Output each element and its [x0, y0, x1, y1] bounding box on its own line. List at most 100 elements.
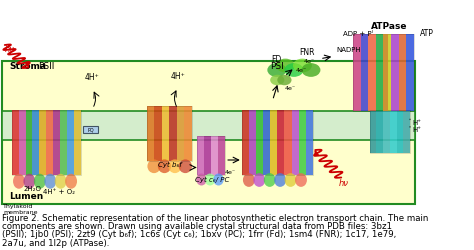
Ellipse shape — [270, 75, 284, 85]
Text: PQ: PQ — [87, 127, 94, 132]
Bar — [67, 110, 73, 175]
Ellipse shape — [168, 160, 182, 173]
Text: ADP + Pᴵ: ADP + Pᴵ — [343, 31, 373, 37]
Bar — [403, 110, 410, 152]
Bar — [399, 34, 406, 111]
Bar — [147, 106, 155, 161]
Bar — [277, 110, 284, 175]
Bar — [397, 110, 403, 152]
Text: NADPH: NADPH — [336, 48, 361, 54]
Text: 2a7u, and 1l2p (ATPase).: 2a7u, and 1l2p (ATPase). — [2, 238, 110, 248]
Bar — [184, 106, 192, 161]
Ellipse shape — [277, 75, 292, 85]
Bar — [383, 34, 388, 111]
Text: ATPase: ATPase — [371, 22, 408, 31]
Text: ATP: ATP — [419, 29, 434, 38]
Bar — [39, 110, 46, 175]
Text: Cyt c₆/ PC: Cyt c₆/ PC — [195, 177, 229, 183]
Bar — [368, 34, 376, 111]
Bar — [263, 110, 270, 175]
Text: Cyt b₆f: Cyt b₆f — [158, 162, 182, 168]
Text: 4e⁻: 4e⁻ — [303, 59, 315, 64]
Ellipse shape — [23, 174, 35, 189]
Ellipse shape — [293, 58, 312, 72]
Bar — [376, 110, 383, 152]
Text: hν: hν — [339, 179, 349, 188]
Ellipse shape — [196, 174, 207, 186]
Text: H⁺: H⁺ — [413, 120, 421, 126]
Ellipse shape — [158, 160, 171, 173]
Bar — [370, 110, 410, 152]
Text: FNR: FNR — [299, 48, 314, 57]
Bar — [249, 110, 256, 175]
Bar — [2, 61, 415, 204]
Ellipse shape — [65, 174, 77, 189]
Text: 4H⁺ + O₂: 4H⁺ + O₂ — [43, 189, 75, 195]
Bar — [12, 110, 18, 175]
Text: 4H⁺: 4H⁺ — [85, 73, 100, 82]
Bar — [370, 110, 376, 152]
Ellipse shape — [243, 173, 255, 187]
Bar — [353, 34, 414, 111]
Text: 4e⁻: 4e⁻ — [284, 86, 295, 92]
Ellipse shape — [264, 173, 276, 187]
Bar — [383, 110, 390, 152]
Bar — [2, 111, 415, 140]
Bar — [284, 110, 292, 175]
Bar — [162, 106, 170, 161]
Text: 4e⁻: 4e⁻ — [295, 68, 306, 72]
Text: Thylakoid
membrane: Thylakoid membrane — [3, 204, 38, 215]
Ellipse shape — [213, 174, 224, 186]
Bar — [292, 110, 299, 175]
Bar — [155, 106, 162, 161]
Bar — [32, 110, 39, 175]
Ellipse shape — [276, 58, 295, 72]
Bar — [53, 110, 60, 175]
Text: PSI: PSI — [270, 62, 284, 71]
Ellipse shape — [34, 174, 46, 189]
Text: 4e⁻: 4e⁻ — [225, 170, 236, 175]
Ellipse shape — [45, 174, 56, 189]
Bar — [60, 110, 67, 175]
Bar — [242, 110, 313, 175]
Ellipse shape — [13, 174, 25, 189]
Bar — [26, 110, 32, 175]
Bar — [218, 136, 225, 175]
Ellipse shape — [295, 173, 307, 187]
Ellipse shape — [274, 173, 286, 187]
Bar — [83, 126, 98, 133]
Ellipse shape — [179, 160, 192, 173]
Bar — [18, 110, 26, 175]
Bar — [197, 136, 225, 175]
Text: Figure 2. Schematic representation of the linear photosynthetic electron transpo: Figure 2. Schematic representation of th… — [2, 214, 429, 223]
Bar — [353, 34, 361, 111]
Ellipse shape — [301, 63, 320, 77]
Text: PSII: PSII — [38, 62, 55, 71]
Bar — [361, 34, 368, 111]
Bar — [242, 110, 249, 175]
Bar — [197, 136, 204, 175]
Bar — [406, 34, 414, 111]
Text: Lumen: Lumen — [9, 192, 44, 201]
Text: 4H⁺: 4H⁺ — [170, 72, 185, 81]
Bar — [147, 106, 192, 161]
Bar — [256, 110, 263, 175]
Text: Stroma: Stroma — [9, 62, 46, 71]
Ellipse shape — [205, 174, 215, 186]
Bar — [12, 110, 81, 175]
Bar — [73, 110, 81, 175]
Text: 2H₂O: 2H₂O — [23, 186, 41, 192]
Text: (PSII); 1jb0 (PSI); 2zt9 (Cyt b₆f); 1c6s (Cyt c₆); 1bxv (PC); 1frr (Fd); 1sm4 (F: (PSII); 1jb0 (PSI); 2zt9 (Cyt b₆f); 1c6s… — [2, 230, 397, 239]
Bar — [177, 106, 184, 161]
Bar — [383, 34, 391, 111]
Text: FD: FD — [271, 56, 282, 64]
Text: H⁺: H⁺ — [413, 128, 421, 134]
Bar — [204, 136, 211, 175]
Ellipse shape — [267, 63, 286, 77]
Bar — [46, 110, 53, 175]
Ellipse shape — [253, 173, 265, 187]
Bar — [270, 110, 277, 175]
Text: components are shown. Drawn using available crystal structural data from PDB fil: components are shown. Drawn using availa… — [2, 222, 392, 231]
Bar — [306, 110, 313, 175]
Bar — [211, 136, 218, 175]
